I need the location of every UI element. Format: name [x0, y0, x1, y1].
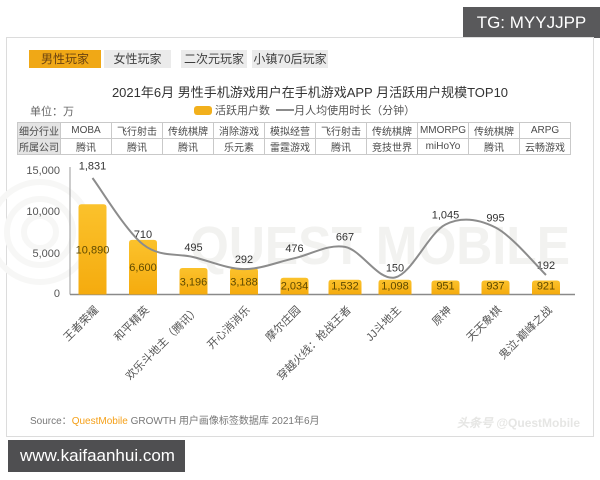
svg-text:921: 921	[537, 280, 555, 292]
svg-text:1,045: 1,045	[432, 209, 460, 221]
svg-text:10,000: 10,000	[26, 206, 60, 218]
svg-text:开心消消乐: 开心消消乐	[204, 303, 253, 352]
svg-text:0: 0	[54, 288, 60, 300]
svg-text:天天象棋: 天天象棋	[463, 303, 504, 344]
svg-text:192: 192	[537, 260, 555, 272]
svg-text:710: 710	[134, 229, 152, 241]
svg-text:292: 292	[235, 254, 253, 266]
svg-text:15,000: 15,000	[26, 165, 60, 177]
svg-text:摩尔庄园: 摩尔庄园	[262, 303, 303, 344]
svg-text:937: 937	[486, 280, 504, 292]
svg-text:6,600: 6,600	[129, 262, 157, 274]
svg-text:3,196: 3,196	[180, 276, 208, 288]
svg-text:995: 995	[486, 212, 504, 224]
svg-text:1,098: 1,098	[381, 280, 409, 292]
svg-text:和平精英: 和平精英	[111, 303, 152, 344]
svg-text:495: 495	[184, 242, 202, 254]
svg-text:667: 667	[336, 232, 354, 244]
svg-text:QUEST MOBILE: QUEST MOBILE	[190, 216, 570, 276]
svg-text:1,532: 1,532	[331, 280, 359, 292]
svg-text:951: 951	[436, 280, 454, 292]
svg-text:王者荣耀: 王者荣耀	[61, 304, 101, 344]
svg-text:10,890: 10,890	[76, 244, 110, 256]
svg-text:3,188: 3,188	[230, 276, 258, 288]
svg-text:JJ斗地主: JJ斗地主	[363, 304, 403, 344]
svg-text:476: 476	[285, 243, 303, 255]
svg-text:鬼泣-巅峰之战: 鬼泣-巅峰之战	[496, 303, 555, 362]
svg-text:原神: 原神	[429, 303, 454, 328]
svg-text:150: 150	[386, 262, 404, 274]
svg-text:2,034: 2,034	[281, 280, 309, 292]
svg-text:5,000: 5,000	[32, 248, 60, 260]
svg-text:1,831: 1,831	[79, 161, 107, 173]
